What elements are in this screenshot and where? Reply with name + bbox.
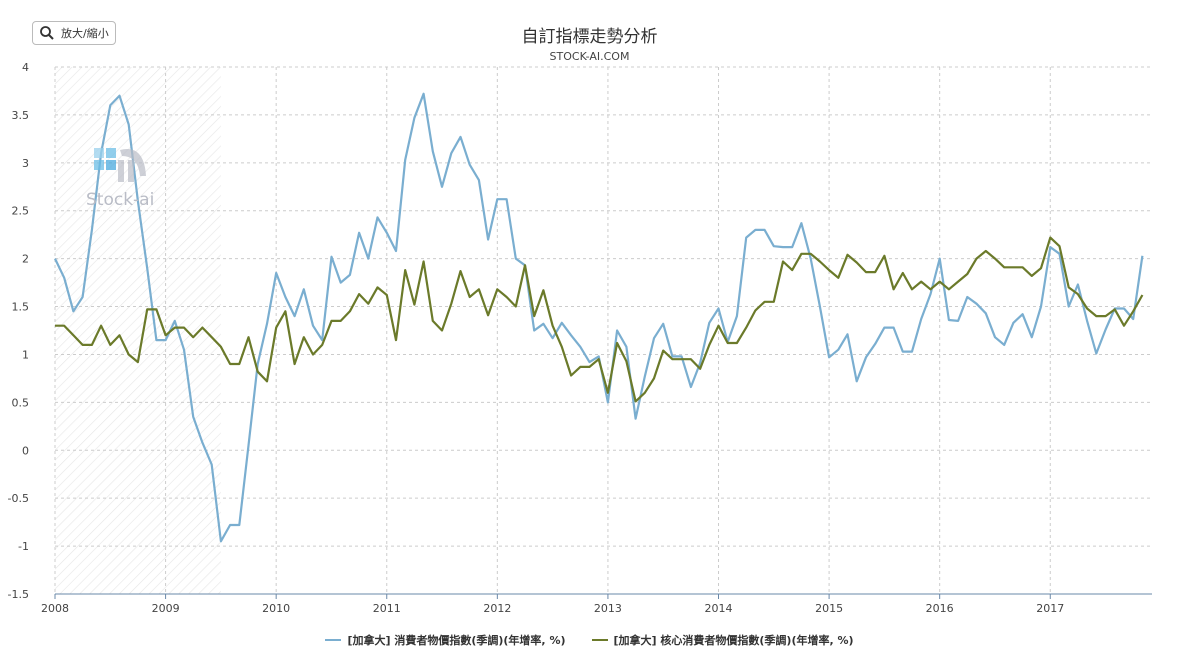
- legend-label-core-cpi: [加拿大] 核心消費者物價指數(季調)(年增率, %): [613, 634, 854, 647]
- legend-item-cpi[interactable]: [加拿大] 消費者物價指數(季調)(年增率, %): [325, 632, 566, 648]
- legend-swatch-cpi: [325, 639, 342, 641]
- x-tick-label: 2016: [926, 602, 954, 615]
- y-tick-label: -0.5: [8, 492, 29, 505]
- x-tick-label: 2009: [152, 602, 180, 615]
- y-tick-label: 3: [22, 157, 29, 170]
- y-tick-label: 0: [22, 444, 29, 457]
- x-tick-label: 2012: [483, 602, 511, 615]
- legend-item-core-cpi[interactable]: [加拿大] 核心消費者物價指數(季調)(年增率, %): [591, 632, 854, 648]
- x-tick-label: 2015: [815, 602, 843, 615]
- chart-subtitle: STOCK-AI.COM: [549, 50, 630, 63]
- x-tick-label: 2011: [373, 602, 401, 615]
- y-tick-label: 0.5: [12, 396, 30, 409]
- watermark-text: Stock-ai: [86, 190, 155, 210]
- y-tick-label: -1.5: [8, 588, 29, 601]
- zoom-button[interactable]: 放大/縮小: [32, 21, 116, 45]
- legend-swatch-core-cpi: [591, 639, 608, 641]
- x-tick-label: 2013: [594, 602, 622, 615]
- y-tick-label: 1: [22, 348, 29, 361]
- zoom-label: 放大/縮小: [61, 27, 109, 40]
- y-tick-label: 2: [22, 253, 29, 266]
- legend: [加拿大] 消費者物價指數(季調)(年增率, %) [加拿大] 核心消費者物價指…: [0, 632, 1179, 648]
- y-tick-label: 3.5: [12, 109, 30, 122]
- y-tick-label: 4: [22, 61, 29, 74]
- search-icon: [40, 26, 54, 40]
- stock-ai-logo: [94, 148, 146, 182]
- y-tick-label: 1.5: [12, 301, 30, 314]
- chart-title: 自訂指標走勢分析: [521, 27, 658, 47]
- x-tick-label: 2010: [262, 602, 290, 615]
- y-tick-label: -1: [18, 540, 29, 553]
- x-tick-label: 2014: [705, 602, 733, 615]
- series-line-core-cpi: [55, 236, 1144, 403]
- series-line-cpi: [54, 92, 1144, 543]
- legend-label-cpi: [加拿大] 消費者物價指數(季調)(年增率, %): [347, 634, 566, 647]
- x-tick-label: 2008: [41, 602, 69, 615]
- x-tick-label: 2017: [1036, 602, 1064, 615]
- y-tick-label: 2.5: [12, 205, 30, 218]
